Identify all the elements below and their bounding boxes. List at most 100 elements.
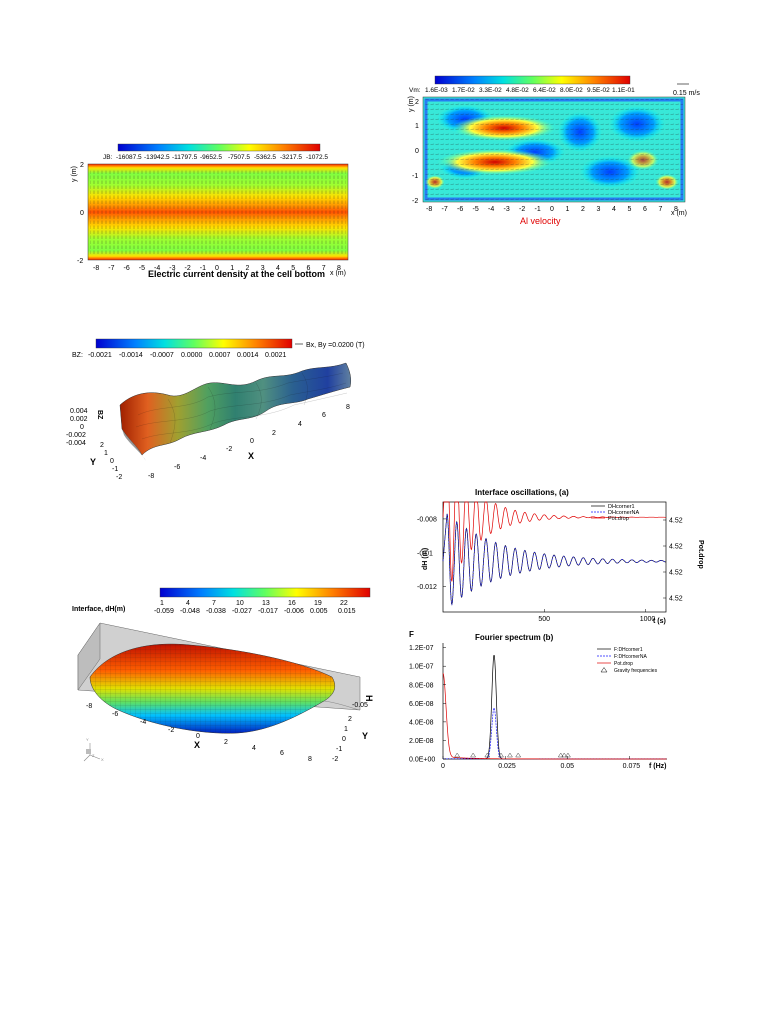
- velocity-x-tick: 2: [581, 206, 585, 213]
- svg-text:-0.027: -0.027: [232, 608, 252, 615]
- jb-figure: JB: -16087.5 -13942.5 -11797.5 -9652.5 -…: [71, 143, 349, 279]
- spectrum-x-tick: 0.075: [623, 763, 641, 770]
- interface-x-ticks: -8 -6 -4 -2 0 2 4 6 8: [86, 703, 312, 763]
- svg-text:7: 7: [212, 600, 216, 607]
- velocity-x-tick: 1: [566, 206, 570, 213]
- interface-h-label: H: [364, 695, 374, 702]
- velocity-colorbar-key: Vm:: [409, 87, 421, 94]
- jb-caption: Electric current density at the cell bot…: [148, 269, 325, 279]
- bz-panel: Bx, By =0.0200 (T) BZ: -0.0021 -0.0014 -…: [58, 335, 368, 485]
- legend-label: Pot.drop: [608, 516, 629, 522]
- gravity-frequency-triangle-icon: [507, 752, 513, 758]
- gravity-frequency-triangle-icon: [557, 752, 564, 758]
- svg-text:-0.0007: -0.0007: [150, 352, 174, 359]
- velocity-y-label: y (m): [408, 96, 415, 112]
- svg-text:0.0000: 0.0000: [181, 352, 203, 359]
- legend-label: F:DHcornerNA: [614, 654, 647, 660]
- gravity-frequency-triangle-icon: [515, 752, 522, 758]
- velocity-field: [422, 96, 686, 203]
- spectrum-x-ticks: 0 0.025 0.05 0.075: [441, 756, 640, 770]
- oscillation-y2-tick: 4.52: [669, 544, 683, 551]
- svg-text:4.8E-02: 4.8E-02: [506, 87, 529, 94]
- velocity-x-tick: 4: [612, 206, 616, 213]
- svg-text:2: 2: [100, 442, 104, 449]
- jb-y-label: y (m): [71, 166, 78, 182]
- spectrum-chart-panel: Fourier spectrum (b) F 0.0E+00 2.0E-08 4.0…: [405, 628, 705, 778]
- svg-text:-0.004: -0.004: [66, 440, 86, 447]
- velocity-x-tick: -4: [488, 206, 494, 213]
- legend-label: F:DHcorner1: [614, 647, 643, 653]
- svg-text:6.4E-02: 6.4E-02: [533, 87, 556, 94]
- bz-colorbar-key: BZ:: [72, 352, 83, 359]
- svg-text:-4: -4: [200, 455, 206, 462]
- velocity-x-tick: -8: [426, 206, 432, 213]
- svg-text:-8: -8: [86, 703, 92, 710]
- svg-text:0.002: 0.002: [70, 416, 88, 423]
- oscillation-x-tick: 500: [538, 616, 550, 623]
- spectrum-series: [442, 655, 667, 760]
- velocity-x-tick: -7: [442, 206, 448, 213]
- svg-text:-8: -8: [148, 473, 154, 480]
- svg-text:2: 2: [272, 430, 276, 437]
- gravity-frequency-triangle-icon: [561, 752, 568, 758]
- spectrum-series-line: [443, 707, 667, 760]
- interface-h-tick: -0.05: [352, 702, 368, 709]
- svg-text:-2: -2: [116, 474, 122, 481]
- svg-text:-7507.5: -7507.5: [228, 154, 250, 161]
- jb-panel: JB: -16087.5 -13942.5 -11797.5 -9652.5 -…: [68, 140, 368, 285]
- oscillation-y2-ticks: 4.52 4.52 4.52 4.52: [663, 518, 683, 603]
- spectrum-y-tick: 4.0E-08: [409, 719, 434, 726]
- spectrum-x-label: f (Hz): [649, 763, 667, 770]
- velocity-caption: Al velocity: [520, 216, 561, 226]
- svg-text:0.0021: 0.0021: [265, 352, 287, 359]
- oscillation-plot-area: [442, 501, 667, 613]
- jb-colorbar-values: -16087.5 -13942.5 -11797.5 -9652.5 -7507…: [116, 154, 328, 161]
- velocity-y-tick: 0: [415, 148, 419, 155]
- interface-mesh: [90, 644, 335, 734]
- svg-text:8: 8: [346, 404, 350, 411]
- oscillation-legend: DHcorner1 DHcornerNA Pot.drop: [591, 504, 640, 522]
- gravity-frequency-triangle-icon: [470, 752, 477, 758]
- oscillation-x-tick: 1000: [640, 616, 656, 623]
- svg-text:13: 13: [262, 600, 270, 607]
- svg-text:-0.059: -0.059: [154, 608, 174, 615]
- jb-x-tick: 2: [246, 265, 250, 272]
- axis-triad-icon: Y Z X: [83, 737, 104, 762]
- svg-text:8: 8: [308, 756, 312, 763]
- svg-text:-0.048: -0.048: [180, 608, 200, 615]
- jb-x-tick: -1: [200, 265, 206, 272]
- svg-text:-0.0014: -0.0014: [119, 352, 143, 359]
- interface-title: Interface, dH(m): [72, 606, 125, 613]
- svg-text:-2: -2: [168, 727, 174, 734]
- svg-text:-0.006: -0.006: [284, 608, 304, 615]
- svg-text:4: 4: [252, 745, 256, 752]
- bz-colorbar: [95, 338, 293, 349]
- svg-text:-4: -4: [140, 719, 146, 726]
- velocity-x-tick: 8: [674, 206, 678, 213]
- svg-text:6: 6: [322, 412, 326, 419]
- svg-text:-1: -1: [336, 746, 342, 753]
- oscillation-y-ticks: -0.008 -0.01 -0.012: [417, 516, 446, 591]
- spectrum-y-tick: 1.2E-07: [409, 645, 434, 652]
- interface-side-wall: [77, 622, 101, 691]
- oscillation-y2-label: Pot.drop: [697, 540, 704, 569]
- svg-text:0.004: 0.004: [70, 408, 88, 415]
- jb-x-tick: 1: [230, 265, 234, 272]
- jb-x-tick: -6: [124, 265, 130, 272]
- svg-text:1.1E-01: 1.1E-01: [612, 87, 635, 94]
- bz-colorbar-values: -0.0021 -0.0014 -0.0007 0.0000 0.0007 0.…: [88, 352, 287, 359]
- svg-text:-1072.5: -1072.5: [306, 154, 328, 161]
- gravity-frequency-markers: [454, 752, 571, 758]
- jb-x-tick: -8: [93, 265, 99, 272]
- bz-y-label: Y: [90, 457, 96, 467]
- velocity-x-tick: -5: [473, 206, 479, 213]
- spectrum-y-tick: 8.0E-08: [409, 682, 434, 689]
- svg-text:0: 0: [196, 733, 200, 740]
- svg-text:0: 0: [80, 424, 84, 431]
- oscillation-y-label: dH (m): [422, 548, 429, 570]
- jb-x-tick: 7: [322, 265, 326, 272]
- spectrum-y-tick: 0.0E+00: [409, 757, 435, 764]
- legend-triangle-icon: [600, 667, 608, 673]
- svg-text:1.6E-03: 1.6E-03: [425, 87, 448, 94]
- velocity-x-label: x (m): [671, 210, 687, 217]
